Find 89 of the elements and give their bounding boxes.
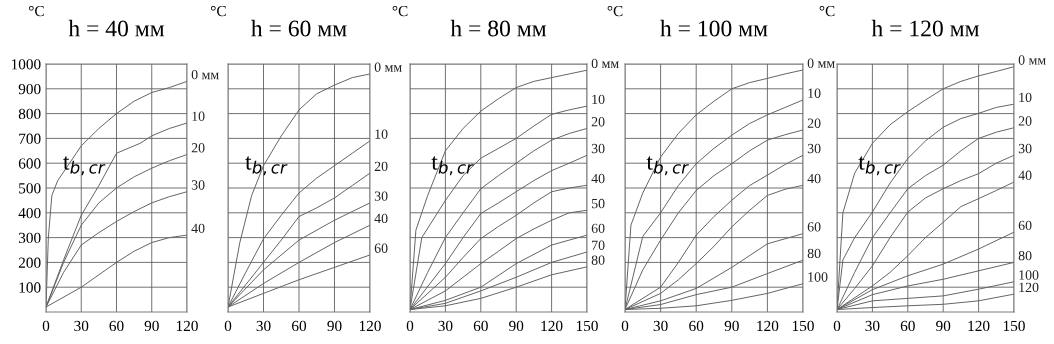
series-label: 10 bbox=[808, 88, 821, 98]
series-label: 60 bbox=[591, 223, 605, 234]
annotation: t$_{b,cr}$ bbox=[431, 156, 474, 176]
x-tick-label: 60 bbox=[689, 320, 704, 332]
y-axis-title: °C bbox=[607, 5, 623, 17]
x-tick-label: 120 bbox=[968, 320, 990, 332]
series-label: 0 мм bbox=[374, 62, 402, 72]
series-label: 10 bbox=[375, 129, 388, 139]
series-label: 80 bbox=[1018, 250, 1032, 261]
series-label: 60 bbox=[1018, 220, 1032, 231]
y-tick-label: 400 bbox=[18, 207, 41, 219]
x-tick-label: 30 bbox=[653, 320, 668, 332]
x-tick-label: 90 bbox=[144, 320, 159, 332]
series-label: 120 bbox=[1019, 282, 1039, 293]
chart-title: h = 80 мм bbox=[450, 19, 547, 37]
x-tick-label: 120 bbox=[176, 320, 198, 332]
series-label: 0 мм bbox=[591, 58, 619, 69]
series-label: 30 bbox=[807, 143, 821, 154]
x-tick-label: 120 bbox=[359, 320, 381, 332]
x-tick-label: 0 bbox=[621, 320, 629, 332]
chart-title: h = 40 мм bbox=[68, 19, 165, 37]
series-label: 20 bbox=[591, 117, 605, 127]
y-tick-label: 900 bbox=[18, 83, 41, 95]
y-tick-label: 800 bbox=[18, 108, 41, 120]
x-tick-label: 120 bbox=[541, 320, 563, 332]
x-tick-label: 90 bbox=[724, 320, 739, 332]
x-tick-label: 60 bbox=[473, 320, 488, 332]
x-tick-label: 60 bbox=[900, 320, 915, 332]
x-tick-label: 60 bbox=[292, 320, 307, 332]
series-label: 20 bbox=[1018, 116, 1032, 126]
x-tick-label: 60 bbox=[109, 320, 124, 332]
series-label: 30 bbox=[374, 191, 388, 201]
y-tick-label: 1000 bbox=[11, 59, 41, 70]
series-label: 20 bbox=[807, 118, 821, 128]
series-label: 60 bbox=[807, 222, 821, 232]
y-tick-label: 600 bbox=[18, 158, 41, 169]
series-label: 30 bbox=[1018, 143, 1032, 154]
x-tick-label: 30 bbox=[865, 320, 880, 332]
x-tick-label: 120 bbox=[757, 320, 779, 332]
x-tick-label: 0 bbox=[833, 320, 841, 332]
y-axis-title: °C bbox=[819, 5, 835, 17]
annotation: t$_{b,cr}$ bbox=[63, 156, 106, 176]
series-label: 40 bbox=[591, 173, 605, 184]
series-label: 40 bbox=[374, 213, 388, 224]
x-tick-label: 0 bbox=[224, 320, 232, 332]
chart-title: h = 60 мм bbox=[251, 19, 347, 37]
chart-title: h = 120 мм bbox=[871, 19, 980, 37]
x-tick-label: 90 bbox=[509, 320, 524, 332]
series-label: 60 bbox=[374, 243, 388, 253]
series-label: 20 bbox=[191, 143, 205, 153]
series-label: 100 bbox=[808, 272, 828, 282]
y-tick-label: 500 bbox=[19, 183, 41, 194]
x-tick-label: 150 bbox=[792, 320, 814, 332]
x-tick-label: 30 bbox=[438, 320, 453, 332]
chart-title: h = 100 мм bbox=[660, 19, 768, 37]
y-tick-label: 100 bbox=[19, 282, 41, 293]
y-axis-title: °C bbox=[392, 5, 408, 17]
series-label: 30 bbox=[591, 143, 605, 154]
series-label: 80 bbox=[807, 248, 821, 259]
x-tick-label: 30 bbox=[74, 320, 89, 332]
series-label: 10 bbox=[592, 94, 605, 105]
series-label: 0 мм bbox=[1018, 55, 1046, 65]
series-label: 0 мм bbox=[191, 69, 219, 80]
series-label: 80 bbox=[591, 255, 605, 265]
series-label: 40 bbox=[807, 173, 821, 184]
y-tick-label: 300 bbox=[18, 232, 41, 244]
annotation: t$_{b,cr}$ bbox=[858, 156, 901, 176]
series-label: 50 bbox=[591, 198, 605, 209]
series-label: 40 bbox=[191, 223, 205, 234]
annotation: t$_{b,cr}$ bbox=[646, 156, 689, 176]
series-label: 30 bbox=[191, 180, 205, 190]
series-label: 10 bbox=[192, 111, 205, 121]
x-tick-label: 150 bbox=[1003, 320, 1025, 332]
series-label: 10 bbox=[1019, 92, 1032, 103]
x-tick-label: 30 bbox=[256, 320, 271, 332]
y-axis-title: °C bbox=[29, 5, 44, 17]
x-tick-label: 150 bbox=[576, 320, 598, 332]
y-axis-title: °C bbox=[211, 5, 226, 17]
x-tick-label: 0 bbox=[406, 320, 414, 332]
series-label: 0 мм bbox=[807, 58, 835, 68]
series-label: 70 bbox=[592, 240, 605, 250]
series-label: 100 bbox=[1019, 270, 1039, 280]
x-tick-label: 90 bbox=[936, 320, 951, 332]
x-tick-label: 0 bbox=[42, 320, 50, 332]
x-tick-label: 90 bbox=[327, 320, 342, 332]
y-tick-label: 200 bbox=[18, 257, 41, 268]
series-label: 20 bbox=[374, 161, 388, 172]
y-tick-label: 700 bbox=[19, 133, 41, 144]
series-label: 40 bbox=[1018, 170, 1032, 180]
